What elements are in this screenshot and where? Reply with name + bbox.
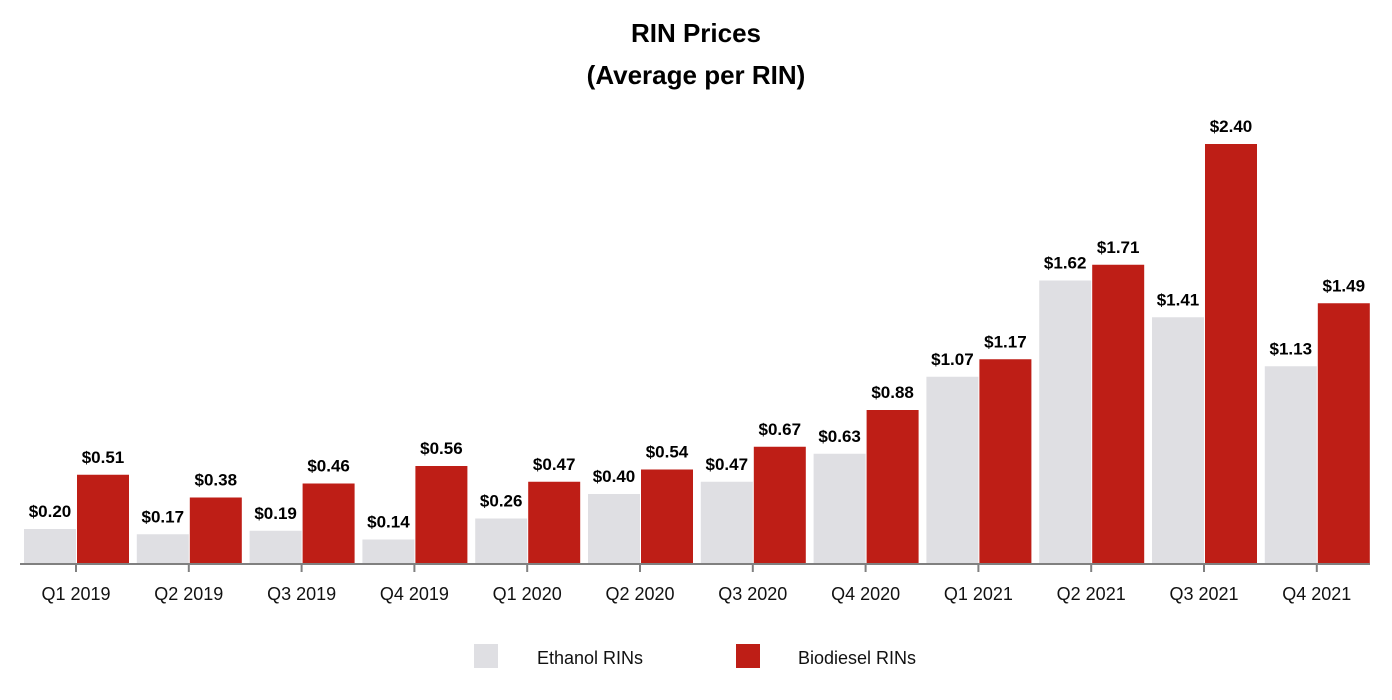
chart-title: RIN Prices — [631, 18, 761, 48]
ethanol-data-label: $0.19 — [254, 504, 297, 523]
x-tick-label: Q4 2019 — [380, 584, 449, 604]
biodiesel-data-label: $0.38 — [195, 471, 238, 490]
ethanol-data-label: $0.47 — [706, 455, 749, 474]
ethanol-data-label: $0.26 — [480, 492, 523, 511]
ethanol-data-label: $1.07 — [931, 350, 974, 369]
biodiesel-bar — [415, 466, 468, 564]
biodiesel-data-label: $1.71 — [1097, 238, 1140, 257]
biodiesel-data-label: $0.67 — [759, 420, 802, 439]
x-tick-label: Q2 2020 — [605, 584, 674, 604]
biodiesel-bar — [528, 481, 581, 564]
biodiesel-bar — [641, 469, 693, 564]
x-tick-label: Q1 2020 — [493, 584, 562, 604]
x-tick-label: Q2 2019 — [154, 584, 223, 604]
biodiesel-data-label: $2.40 — [1210, 117, 1253, 136]
ethanol-bar — [588, 494, 640, 564]
biodiesel-bar — [1317, 303, 1370, 564]
legend-label-biodiesel: Biodiesel RINs — [798, 648, 916, 668]
x-tick-label: Q3 2019 — [267, 584, 336, 604]
biodiesel-bar — [1092, 264, 1145, 564]
ethanol-bar — [475, 518, 528, 564]
ethanol-bar — [249, 530, 302, 564]
biodiesel-bar — [1205, 144, 1257, 564]
biodiesel-bar — [753, 446, 806, 564]
ethanol-data-label: $0.17 — [142, 507, 185, 526]
ethanol-bar — [1039, 280, 1092, 564]
biodiesel-data-label: $0.56 — [420, 439, 463, 458]
biodiesel-bar — [866, 410, 919, 564]
biodiesel-data-label: $0.51 — [82, 448, 125, 467]
x-tick-label: Q3 2020 — [718, 584, 787, 604]
ethanol-data-label: $1.41 — [1157, 290, 1200, 309]
ethanol-data-label: $0.14 — [367, 513, 410, 532]
ethanol-bar — [362, 539, 415, 564]
ethanol-data-label: $1.13 — [1270, 339, 1313, 358]
legend-label-ethanol: Ethanol RINs — [537, 648, 643, 668]
ethanol-data-label: $0.63 — [818, 427, 861, 446]
biodiesel-bar — [189, 497, 242, 564]
x-tick-label: Q4 2021 — [1282, 584, 1351, 604]
biodiesel-bar — [979, 359, 1032, 564]
biodiesel-bar — [77, 474, 129, 564]
biodiesel-data-label: $0.88 — [871, 383, 914, 402]
legend-swatch-ethanol — [474, 644, 498, 668]
biodiesel-data-label: $1.17 — [984, 332, 1027, 351]
x-tick-label: Q2 2021 — [1057, 584, 1126, 604]
biodiesel-data-label: $0.54 — [646, 443, 689, 462]
biodiesel-data-label: $0.46 — [307, 457, 350, 476]
ethanol-bar — [926, 376, 979, 564]
ethanol-data-label: $0.20 — [29, 502, 72, 521]
x-tick-label: Q3 2021 — [1169, 584, 1238, 604]
biodiesel-bar — [302, 483, 355, 564]
biodiesel-data-label: $0.47 — [533, 455, 576, 474]
ethanol-data-label: $1.62 — [1044, 254, 1087, 273]
x-tick-label: Q1 2021 — [944, 584, 1013, 604]
legend-swatch-biodiesel — [736, 644, 760, 668]
chart-subtitle: (Average per RIN) — [587, 60, 806, 90]
legend: Ethanol RINs Biodiesel RINs — [474, 644, 916, 668]
x-tick-label: Q4 2020 — [831, 584, 900, 604]
ethanol-bar — [24, 529, 76, 564]
biodiesel-data-label: $1.49 — [1323, 276, 1366, 295]
ethanol-bar — [136, 534, 189, 564]
ethanol-bar — [813, 453, 866, 564]
ethanol-bar — [1152, 317, 1204, 564]
ethanol-bar — [700, 481, 753, 564]
ethanol-data-label: $0.40 — [593, 467, 636, 486]
ethanol-bar — [1264, 366, 1317, 564]
x-tick-label: Q1 2019 — [41, 584, 110, 604]
